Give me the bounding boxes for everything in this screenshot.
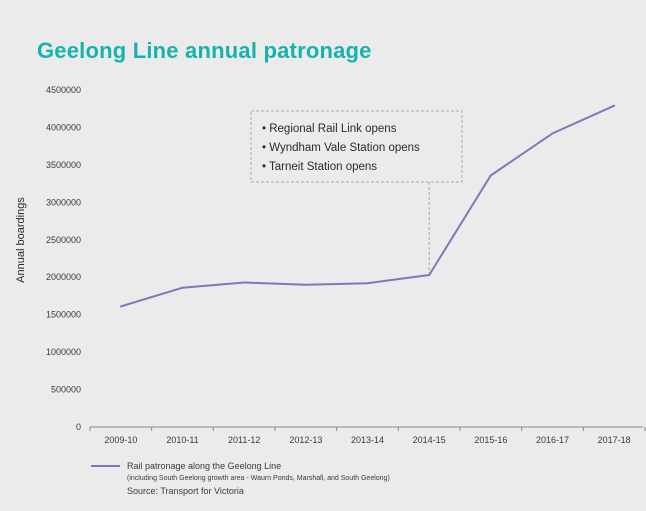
data-point (366, 282, 369, 285)
y-tick-label: 500000 (51, 385, 81, 395)
legend-note: (including South Geelong growth area - W… (127, 475, 390, 482)
y-tick-label: 0 (76, 422, 81, 432)
source-note: Source: Transport for Victoria (127, 486, 244, 496)
series-points (119, 104, 616, 308)
x-tick-label: 2017-18 (598, 435, 631, 445)
x-tick-label: 2016-17 (536, 435, 569, 445)
data-point (428, 273, 431, 276)
annotation-item: • Regional Rail Link opens (262, 123, 397, 135)
x-tick-label: 2015-16 (474, 435, 507, 445)
x-tick-label: 2009-10 (104, 435, 137, 445)
x-tick-label: 2013-14 (351, 435, 384, 445)
data-point (551, 132, 554, 135)
annotation-item: • Wyndham Vale Station opens (262, 142, 420, 154)
x-axis-ticks: 2009-10 2010-11 2011-12 2012-13 2013-14 2014-… (89, 427, 646, 445)
data-point (243, 281, 246, 284)
x-tick-label: 2012-13 (289, 435, 322, 445)
y-tick-label: 2500000 (46, 235, 81, 245)
data-point (304, 283, 307, 286)
y-tick-label: 3500000 (46, 160, 81, 170)
y-tick-label: 4000000 (46, 122, 81, 132)
y-axis-label: Annual boardings (15, 197, 27, 283)
y-tick-label: 1000000 (46, 347, 81, 357)
y-tick-label: 1500000 (46, 310, 81, 320)
y-tick-label: 3000000 (46, 197, 81, 207)
data-point (489, 174, 492, 177)
y-axis-ticks: 0 500000 1000000 1500000 2000000 2500000 30000… (46, 85, 81, 432)
data-point (181, 286, 184, 289)
x-tick-label: 2011-12 (228, 435, 260, 445)
y-tick-label: 4500000 (46, 85, 81, 95)
x-tick-label: 2010-11 (166, 435, 198, 445)
annotation-box (250, 110, 463, 183)
chart-title: Geelong Line annual patronage (37, 38, 372, 63)
annotation-item: • Tarneit Station opens (262, 161, 377, 173)
annotation-callout: • Regional Rail Link opens • Wyndham Vale… (250, 110, 463, 273)
data-point (613, 104, 616, 107)
legend: Rail patronage along the Geelong Line (i… (91, 461, 390, 496)
y-tick-label: 2000000 (46, 272, 81, 282)
series-line-rail-patronage (120, 104, 615, 308)
legend-label: Rail patronage along the Geelong Line (127, 461, 281, 471)
x-tick-label: 2014-15 (413, 435, 446, 445)
data-point (119, 305, 122, 308)
